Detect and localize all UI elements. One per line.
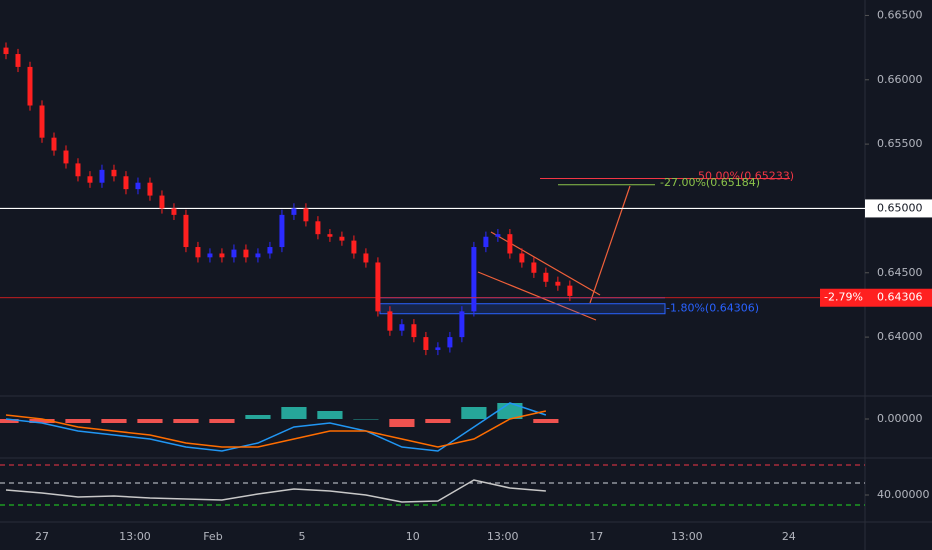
candle-body: [351, 240, 357, 254]
candle-body: [3, 47, 9, 55]
candle-body: [291, 208, 297, 215]
candle-body: [519, 253, 525, 263]
x-tick-label: 5: [298, 530, 305, 543]
x-tick-label: 13:00: [119, 530, 151, 543]
macd-histogram: [65, 419, 91, 423]
candle-body: [111, 169, 117, 177]
y-tick-label: 0.66500: [877, 8, 923, 21]
candle-body: [243, 249, 249, 258]
candle-body: [387, 311, 393, 331]
y-tick-label: 0.00000: [877, 412, 923, 425]
candle-body: [471, 247, 477, 312]
candle-body: [555, 281, 561, 286]
candle-body: [27, 66, 33, 106]
macd-histogram: [389, 419, 415, 427]
macd-histogram: [461, 407, 487, 419]
candle-body: [303, 208, 309, 222]
candle-body: [219, 253, 225, 258]
wedge-line: [477, 271, 597, 321]
target-arrow: [589, 185, 631, 304]
y-tick-label: 0.65500: [877, 137, 923, 150]
candle-body: [267, 247, 273, 254]
x-tick-label: 13:00: [487, 530, 519, 543]
candle-body: [435, 347, 441, 350]
candle-body: [147, 182, 153, 196]
candle-body: [231, 249, 237, 258]
macd-histogram: [0, 419, 19, 423]
macd-histogram: [353, 419, 379, 420]
candle-body: [123, 176, 129, 190]
candle-body: [207, 253, 213, 258]
candle-body: [75, 163, 81, 177]
macd-histogram: [281, 407, 307, 419]
macd-histogram: [137, 419, 163, 423]
candle-body: [483, 236, 489, 248]
fib-label: -27.00%(0.65184): [660, 176, 760, 189]
candle-body: [315, 221, 321, 235]
y-tick-label: 0.64500: [877, 266, 923, 279]
candle-body: [99, 169, 105, 183]
fib-zone: [379, 303, 666, 315]
candle-body: [363, 253, 369, 263]
candle-body: [39, 105, 45, 138]
candle-body: [279, 214, 285, 248]
macd-histogram: [245, 415, 271, 419]
candle-body: [495, 234, 501, 237]
candle-body: [399, 324, 405, 331]
candle-body: [531, 262, 537, 273]
change-label: -2.79%: [824, 291, 863, 304]
candle-body: [195, 247, 201, 258]
x-tick-label: 27: [35, 530, 49, 543]
x-tick-label: Feb: [203, 530, 222, 543]
candle-body: [51, 137, 57, 151]
candle-body: [459, 311, 465, 338]
candle-body: [15, 54, 21, 67]
level-label-box: [865, 199, 932, 218]
macd-histogram: [533, 419, 559, 423]
macd-histogram: [209, 419, 235, 423]
fib-label: 50.00%(0.65233): [698, 169, 794, 182]
candle-body: [507, 234, 513, 254]
candle-body: [411, 324, 417, 338]
x-tick-label: 17: [589, 530, 603, 543]
candle-body: [159, 195, 165, 209]
candle-body: [171, 208, 177, 215]
candle-body: [87, 176, 93, 183]
candle-body: [543, 272, 549, 282]
x-tick-label: 24: [782, 530, 796, 543]
candle-body: [567, 285, 573, 296]
fib-label: -1.80%(0.64306): [666, 302, 759, 315]
candle-body: [135, 182, 141, 190]
level-label: 0.65000: [877, 201, 923, 214]
macd-line: [5, 410, 547, 448]
y-tick-label: 0.66000: [877, 73, 923, 86]
candle-body: [183, 214, 189, 248]
macd-histogram: [173, 419, 199, 423]
macd-histogram: [317, 411, 343, 419]
candle-body: [327, 234, 333, 237]
x-tick-label: 10: [406, 530, 420, 543]
y-tick-label: 40.00000: [877, 488, 930, 501]
rsi-line: [5, 479, 546, 503]
macd-histogram: [101, 419, 127, 423]
macd-line: [5, 402, 547, 452]
x-tick-label: 13:00: [671, 530, 703, 543]
macd-histogram: [425, 419, 451, 423]
change-box: [820, 288, 865, 307]
y-tick-label: 0.64000: [877, 330, 923, 343]
candle-body: [447, 337, 453, 348]
candle-body: [375, 262, 381, 312]
price-label: 0.64306: [877, 291, 923, 304]
macd-histogram: [29, 419, 55, 423]
candle-body: [423, 337, 429, 350]
candle-body: [339, 236, 345, 241]
price-box: [865, 288, 932, 307]
candle-body: [255, 253, 261, 258]
candle-body: [63, 150, 69, 164]
